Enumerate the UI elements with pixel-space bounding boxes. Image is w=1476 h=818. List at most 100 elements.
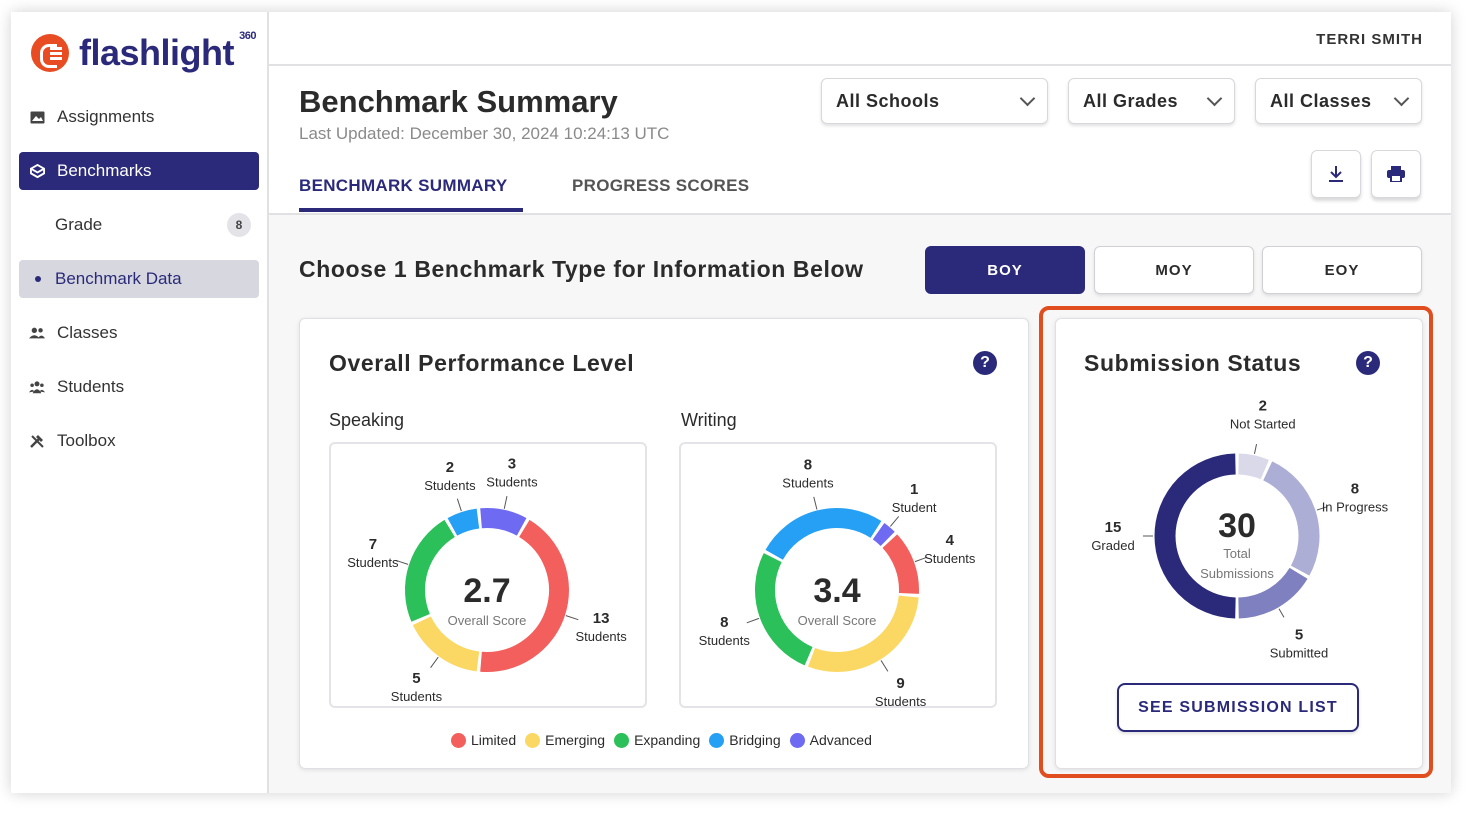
schools-select-value: All Schools bbox=[836, 90, 940, 111]
sidebar-item-label: Classes bbox=[57, 323, 118, 342]
sidebar-item-grade[interactable]: Grade 8 bbox=[19, 206, 259, 244]
people-icon bbox=[29, 325, 45, 341]
submission-slice-not-started[interactable] bbox=[1237, 453, 1269, 480]
schools-select[interactable]: All Schools bbox=[821, 78, 1048, 124]
performance-help-icon[interactable]: ? bbox=[973, 351, 997, 375]
chevron-down-icon bbox=[1206, 90, 1223, 107]
writing-label: Writing bbox=[681, 410, 737, 430]
legend-label: Advanced bbox=[809, 732, 872, 748]
legend-item-advanced: Advanced bbox=[789, 732, 872, 748]
writing-count-label: 4 bbox=[946, 532, 955, 549]
logo[interactable]: flashlight 360 bbox=[31, 30, 256, 74]
sidebar-item-classes[interactable]: Classes bbox=[19, 314, 259, 352]
submission-total-caption: Total bbox=[1223, 546, 1251, 561]
writing-leader-line bbox=[889, 516, 900, 527]
performance-legend: Limited Emerging Expanding Bridging Adva… bbox=[451, 732, 881, 748]
submission-count-label: 2 bbox=[1259, 398, 1267, 415]
submission-slice-in-progress[interactable] bbox=[1262, 461, 1320, 576]
bullet-icon bbox=[35, 276, 41, 282]
speaking-score-value: 2.7 bbox=[463, 572, 510, 610]
sidebar-item-benchmark-data[interactable]: Benchmark Data bbox=[19, 260, 259, 298]
writing-leader-line bbox=[914, 556, 928, 563]
classes-select[interactable]: All Classes bbox=[1255, 78, 1422, 124]
benchmark-type-prompt: Choose 1 Benchmark Type for Information … bbox=[299, 256, 864, 282]
writing-unit-label: Students bbox=[782, 476, 834, 491]
see-submission-list-button[interactable]: SEE SUBMISSION LIST bbox=[1117, 683, 1359, 732]
group-icon bbox=[29, 379, 45, 395]
grades-select[interactable]: All Grades bbox=[1068, 78, 1235, 124]
print-button[interactable] bbox=[1371, 150, 1421, 198]
page-header: Benchmark Summary Last Updated: December… bbox=[269, 66, 1451, 215]
logo-text: flashlight 360 bbox=[79, 30, 256, 74]
writing-leader-line bbox=[880, 660, 889, 672]
speaking-unit-label: Students bbox=[391, 689, 443, 704]
sidebar-item-benchmarks[interactable]: Benchmarks bbox=[19, 152, 259, 190]
grade-count-badge: 8 bbox=[227, 213, 251, 237]
submission-category-label: In Progress bbox=[1322, 500, 1389, 515]
sidebar-item-label: Assignments bbox=[57, 107, 155, 126]
image-icon bbox=[29, 109, 45, 125]
tab-benchmark-summary[interactable]: BENCHMARK SUMMARY bbox=[299, 176, 508, 195]
tab-progress-scores[interactable]: PROGRESS SCORES bbox=[572, 176, 750, 195]
sidebar-item-toolbox[interactable]: Toolbox bbox=[19, 422, 259, 460]
grades-select-value: All Grades bbox=[1083, 90, 1179, 111]
speaking-unit-label: Students bbox=[575, 629, 627, 644]
legend-label: Limited bbox=[471, 732, 517, 748]
legend-swatch bbox=[789, 732, 805, 748]
writing-count-label: 1 bbox=[910, 481, 918, 498]
writing-leader-line bbox=[746, 617, 760, 624]
submission-leader-line bbox=[1316, 506, 1327, 511]
cube-icon bbox=[29, 163, 45, 179]
logo-wordmark: flashlight bbox=[79, 32, 235, 73]
speaking-leader-line bbox=[395, 559, 409, 565]
tools-icon bbox=[29, 433, 45, 449]
sidebar: flashlight 360 Assignments Benchmarks Gra… bbox=[11, 12, 269, 793]
submission-title: Submission Status bbox=[1084, 350, 1302, 376]
speaking-count-label: 2 bbox=[446, 459, 454, 476]
user-name[interactable]: TERRI SMITH bbox=[1316, 31, 1423, 48]
sidebar-nav: Assignments Benchmarks Grade 8 Benchmark… bbox=[19, 98, 259, 476]
submission-slice-graded[interactable] bbox=[1154, 453, 1236, 619]
writing-count-label: 8 bbox=[804, 457, 812, 474]
legend-item-expanding: Expanding bbox=[614, 732, 700, 748]
speaking-slice-advanced[interactable] bbox=[480, 508, 527, 536]
performance-title: Overall Performance Level bbox=[329, 350, 635, 376]
speaking-slice-expanding[interactable] bbox=[405, 519, 456, 622]
submission-slice-submitted[interactable] bbox=[1237, 567, 1308, 619]
writing-slice-bridging[interactable] bbox=[765, 508, 882, 561]
legend-label: Expanding bbox=[634, 732, 701, 748]
speaking-leader-line bbox=[430, 656, 439, 668]
writing-slice-advanced[interactable] bbox=[872, 523, 895, 547]
speaking-count-label: 7 bbox=[369, 536, 377, 553]
benchmark-type-eoy[interactable]: EOY bbox=[1262, 246, 1422, 294]
speaking-leader-line bbox=[503, 495, 508, 509]
writing-slice-limited[interactable] bbox=[882, 534, 919, 594]
speaking-slice-limited[interactable] bbox=[480, 519, 569, 672]
speaking-chart-box: 13 Students 5 Students 7 Students 2 Students 3 St… bbox=[329, 442, 647, 708]
submission-total-value: 30 bbox=[1218, 507, 1256, 545]
benchmark-type-moy[interactable]: MOY bbox=[1094, 246, 1254, 294]
highlight-frame bbox=[1039, 306, 1433, 778]
writing-chart-box: 4 Students 9 Students 8 Students 8 Students 1 Stu… bbox=[679, 442, 997, 709]
benchmark-type-boy[interactable]: BOY bbox=[925, 246, 1085, 294]
legend-swatch bbox=[709, 732, 725, 748]
writing-score-value: 3.4 bbox=[813, 572, 860, 610]
writing-slice-emerging[interactable] bbox=[807, 595, 919, 672]
speaking-count-label: 5 bbox=[412, 670, 420, 687]
active-tab-indicator bbox=[299, 208, 523, 212]
speaking-slice-emerging[interactable] bbox=[412, 616, 480, 672]
sidebar-item-label: Benchmarks bbox=[57, 161, 152, 180]
download-button[interactable] bbox=[1311, 150, 1361, 198]
sidebar-item-assignments[interactable]: Assignments bbox=[19, 98, 259, 136]
speaking-score-caption: Overall Score bbox=[448, 613, 527, 628]
legend-label: Bridging bbox=[729, 732, 781, 748]
top-bar: TERRI SMITH bbox=[269, 12, 1451, 66]
submission-help-icon[interactable]: ? bbox=[1356, 351, 1380, 375]
legend-item-limited: Limited bbox=[451, 732, 516, 748]
writing-slice-expanding[interactable] bbox=[755, 553, 813, 666]
speaking-slice-bridging[interactable] bbox=[447, 508, 480, 536]
submission-category-label: Not Started bbox=[1230, 417, 1296, 432]
submission-leader-line bbox=[1278, 608, 1285, 618]
writing-leader-line bbox=[813, 496, 818, 510]
sidebar-item-students[interactable]: Students bbox=[19, 368, 259, 406]
